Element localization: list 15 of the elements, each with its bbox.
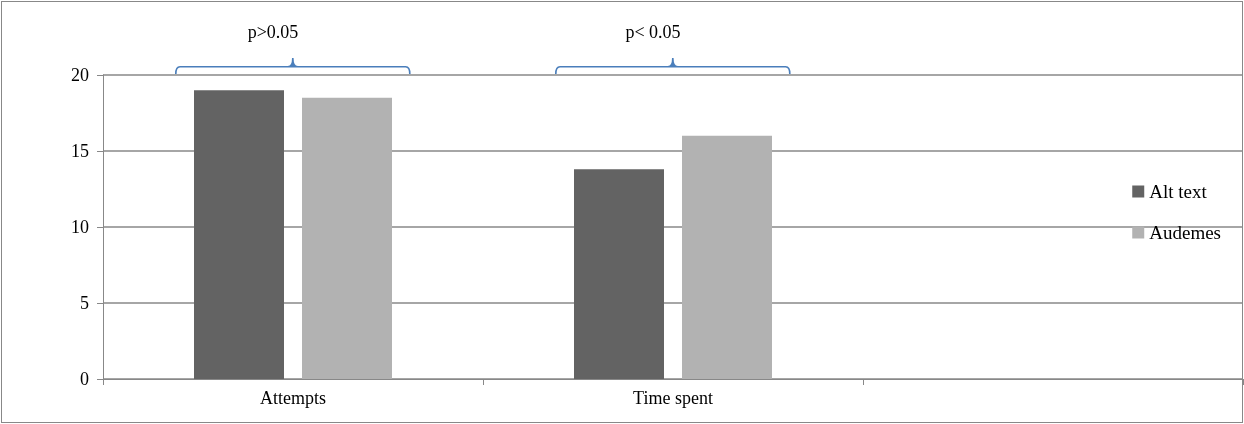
bar xyxy=(574,169,664,379)
y-tick-label: 5 xyxy=(80,293,89,313)
y-tick-label: 20 xyxy=(71,65,89,85)
x-tick-label: Time spent xyxy=(633,388,713,408)
legend-label: Audemes xyxy=(1149,222,1222,243)
y-tick-label: 15 xyxy=(71,141,89,161)
bar xyxy=(194,90,284,379)
bar xyxy=(302,97,392,379)
text: p< 0.05 xyxy=(625,22,681,43)
legend-label: Alt text xyxy=(1149,181,1208,202)
y-tick-label: 0 xyxy=(80,369,89,389)
x-tick-label: Attempts xyxy=(260,388,326,408)
bar xyxy=(682,135,772,379)
y-tick-label: 10 xyxy=(71,217,89,237)
text: p>0.05 xyxy=(247,22,299,43)
